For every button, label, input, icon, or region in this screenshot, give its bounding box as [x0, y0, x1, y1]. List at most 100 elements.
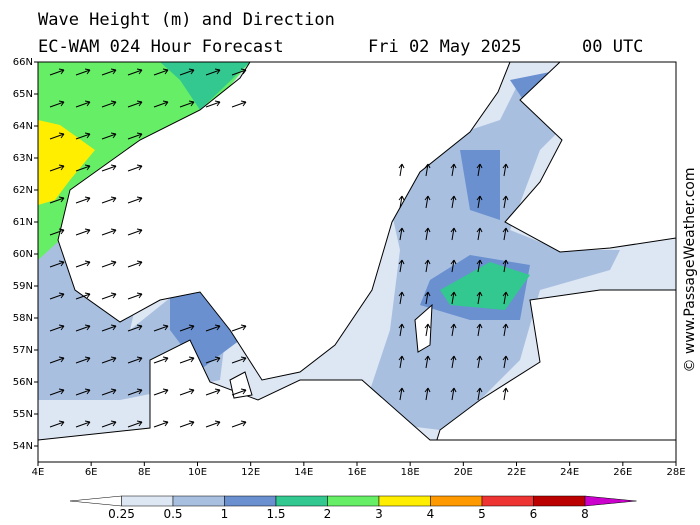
direction-arrow	[75, 196, 91, 204]
direction-arrow	[101, 196, 117, 204]
direction-arrow	[49, 388, 65, 396]
direction-arrow	[205, 100, 221, 108]
lon-label: 16E	[347, 467, 366, 478]
lat-label: 65N	[13, 89, 33, 100]
legend-swatch	[121, 495, 174, 507]
direction-arrow	[153, 420, 169, 428]
direction-arrow	[49, 164, 65, 172]
date: Fri 02 May 2025	[368, 37, 522, 57]
direction-arrow	[450, 291, 457, 305]
direction-arrow	[101, 228, 117, 236]
direction-arrow	[398, 291, 405, 305]
lon-label: 28E	[666, 467, 685, 478]
lat-label: 59N	[13, 281, 33, 292]
legend-tick-label: 4	[427, 507, 435, 521]
direction-arrow	[153, 356, 169, 364]
direction-arrow	[398, 195, 405, 209]
direction-arrow	[75, 260, 91, 268]
direction-arrow	[49, 324, 65, 332]
direction-arrow	[75, 388, 91, 396]
direction-arrow	[450, 387, 457, 401]
direction-arrow	[398, 355, 405, 369]
direction-arrow	[75, 356, 91, 364]
direction-arrow	[127, 260, 143, 268]
direction-arrow	[450, 323, 457, 337]
direction-arrow	[476, 259, 483, 273]
direction-arrow	[502, 195, 509, 209]
direction-arrow	[49, 356, 65, 364]
direction-arrow	[49, 292, 65, 300]
legend-swatch	[275, 495, 328, 507]
direction-arrow	[424, 387, 431, 401]
lon-label: 14E	[294, 467, 313, 478]
direction-arrow	[450, 163, 457, 177]
direction-arrow	[231, 100, 247, 108]
direction-arrow	[101, 260, 117, 268]
direction-arrow	[101, 324, 117, 332]
direction-arrow	[75, 292, 91, 300]
direction-arrow	[179, 324, 195, 332]
direction-arrow	[127, 420, 143, 428]
legend-tick-label: 5	[478, 507, 486, 521]
lat-label: 61N	[13, 217, 33, 228]
legend-swatch	[69, 495, 122, 507]
direction-arrow	[476, 387, 483, 401]
legend-swatch	[481, 495, 534, 507]
direction-arrow	[231, 356, 247, 364]
legend-swatch	[224, 495, 277, 507]
direction-arrow	[153, 100, 169, 108]
legend-swatch	[430, 495, 483, 507]
direction-arrow	[476, 227, 483, 241]
direction-arrow	[179, 100, 195, 108]
direction-arrow	[502, 227, 509, 241]
direction-arrow	[75, 420, 91, 428]
direction-arrow	[179, 68, 195, 76]
direction-arrow	[502, 355, 509, 369]
direction-arrow	[101, 132, 117, 140]
direction-arrow	[424, 291, 431, 305]
lat-label: 63N	[13, 153, 33, 164]
direction-arrow	[398, 323, 405, 337]
direction-arrow	[502, 291, 509, 305]
legend-tick-label: 1.5	[266, 507, 285, 521]
lat-label: 54N	[13, 441, 33, 452]
lon-label: 22E	[507, 467, 526, 478]
direction-arrow	[231, 420, 247, 428]
direction-arrow	[153, 68, 169, 76]
direction-arrow	[450, 195, 457, 209]
direction-arrow	[450, 355, 457, 369]
lon-label: 24E	[560, 467, 579, 478]
direction-arrow	[179, 388, 195, 396]
direction-arrow	[502, 387, 509, 401]
direction-arrow	[231, 324, 247, 332]
direction-arrow	[476, 323, 483, 337]
legend-tick-label: 0.25	[108, 507, 135, 521]
direction-arrow	[127, 68, 143, 76]
direction-arrow	[476, 355, 483, 369]
direction-arrow	[49, 100, 65, 108]
legend-swatch	[327, 495, 380, 507]
legend-tick-label: 2	[324, 507, 332, 521]
direction-arrow	[502, 323, 509, 337]
direction-arrow	[127, 356, 143, 364]
direction-arrow	[424, 355, 431, 369]
direction-arrow	[424, 259, 431, 273]
lon-label: 8E	[138, 467, 151, 478]
direction-arrow	[49, 260, 65, 268]
time: 00 UTC	[582, 37, 643, 57]
lon-label: 10E	[188, 467, 207, 478]
direction-arrow	[75, 68, 91, 76]
direction-arrow	[231, 68, 247, 76]
direction-arrow	[476, 163, 483, 177]
direction-arrow	[424, 227, 431, 241]
lon-label: 4E	[32, 467, 45, 478]
direction-arrow	[179, 420, 195, 428]
legend-swatch	[378, 495, 431, 507]
direction-arrow	[49, 420, 65, 428]
lat-label: 62N	[13, 185, 33, 196]
direction-arrow	[49, 132, 65, 140]
legend-tick-label: 6	[530, 507, 538, 521]
lat-label: 58N	[13, 313, 33, 324]
